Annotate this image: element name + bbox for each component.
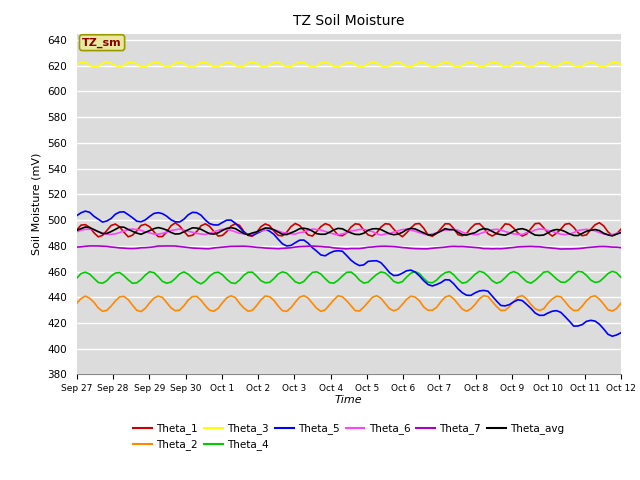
Theta_6 (617, 229, 625, 235)
Theta_2 (73, 300, 81, 306)
Theta_avg (73, 228, 81, 233)
Theta_1 (94, 234, 102, 240)
Theta_6 (266, 226, 273, 232)
Theta_1 (73, 227, 81, 233)
Title: TZ Soil Moisture: TZ Soil Moisture (293, 14, 404, 28)
Line: Theta_3: Theta_3 (77, 62, 621, 67)
Theta_4 (476, 268, 483, 274)
Theta_5 (617, 330, 625, 336)
Theta_5 (73, 213, 81, 218)
Theta_6 (73, 229, 81, 235)
Theta_7 (300, 243, 308, 249)
Theta_3 (587, 59, 595, 65)
Theta_4 (197, 281, 205, 287)
Theta_3 (189, 64, 196, 70)
Theta_6 (600, 231, 607, 237)
Theta_5 (210, 222, 218, 228)
Theta_2 (360, 304, 367, 310)
Line: Theta_5: Theta_5 (77, 211, 621, 336)
Line: Theta_6: Theta_6 (77, 229, 621, 235)
Theta_avg (544, 230, 552, 236)
Theta_7 (557, 246, 564, 252)
Theta_2 (548, 296, 556, 302)
Theta_2 (445, 293, 453, 299)
Theta_avg (360, 230, 367, 236)
Theta_5 (609, 333, 616, 339)
Theta_3 (600, 64, 607, 70)
Theta_7 (617, 245, 625, 251)
X-axis label: Time: Time (335, 395, 363, 405)
Theta_3 (278, 62, 286, 68)
Theta_5 (544, 310, 552, 316)
Theta_1 (360, 228, 367, 233)
Line: Theta_1: Theta_1 (77, 223, 621, 237)
Theta_7 (600, 243, 607, 249)
Theta_1 (210, 228, 218, 234)
Theta_7 (163, 243, 171, 249)
Theta_5 (81, 208, 89, 214)
Y-axis label: Soil Moisture (mV): Soil Moisture (mV) (32, 153, 42, 255)
Legend: Theta_1, Theta_2, Theta_3, Theta_4, Theta_5, Theta_6, Theta_7, Theta_avg: Theta_1, Theta_2, Theta_3, Theta_4, Thet… (129, 419, 568, 455)
Theta_6 (377, 232, 385, 238)
Line: Theta_4: Theta_4 (77, 271, 621, 284)
Theta_5 (300, 237, 308, 243)
Theta_4 (278, 269, 286, 275)
Line: Theta_avg: Theta_avg (77, 227, 621, 236)
Theta_avg (278, 231, 286, 237)
Theta_avg (609, 233, 616, 239)
Theta_4 (300, 278, 308, 284)
Theta_avg (210, 231, 218, 237)
Theta_1 (617, 227, 625, 232)
Theta_7 (210, 245, 218, 251)
Theta_2 (600, 301, 607, 307)
Theta_5 (278, 241, 286, 247)
Theta_6 (360, 227, 367, 232)
Theta_4 (600, 275, 607, 281)
Line: Theta_2: Theta_2 (77, 296, 621, 312)
Theta_6 (205, 230, 213, 236)
Theta_3 (360, 63, 367, 69)
Text: TZ_sm: TZ_sm (82, 37, 122, 48)
Theta_6 (278, 229, 286, 235)
Theta_5 (360, 262, 367, 268)
Theta_4 (360, 280, 367, 286)
Theta_7 (360, 245, 367, 251)
Theta_7 (73, 244, 81, 250)
Theta_4 (548, 272, 556, 278)
Theta_4 (73, 275, 81, 281)
Theta_avg (300, 226, 308, 231)
Theta_1 (544, 230, 552, 236)
Theta_3 (210, 64, 218, 70)
Theta_1 (300, 228, 308, 233)
Theta_2 (210, 308, 218, 314)
Theta_2 (300, 293, 308, 299)
Theta_7 (278, 246, 286, 252)
Theta_6 (300, 229, 308, 235)
Theta_3 (617, 62, 625, 68)
Theta_3 (544, 61, 552, 67)
Theta_2 (617, 300, 625, 306)
Theta_5 (596, 322, 604, 327)
Theta_6 (548, 228, 556, 234)
Theta_2 (137, 309, 145, 314)
Line: Theta_7: Theta_7 (77, 246, 621, 249)
Theta_3 (300, 60, 308, 65)
Theta_avg (596, 228, 604, 233)
Theta_avg (81, 224, 89, 230)
Theta_avg (617, 230, 625, 236)
Theta_1 (278, 233, 286, 239)
Theta_1 (596, 220, 604, 226)
Theta_3 (73, 61, 81, 67)
Theta_4 (210, 270, 218, 276)
Theta_1 (600, 223, 607, 229)
Theta_4 (617, 275, 625, 280)
Theta_7 (544, 245, 552, 251)
Theta_2 (278, 308, 286, 313)
